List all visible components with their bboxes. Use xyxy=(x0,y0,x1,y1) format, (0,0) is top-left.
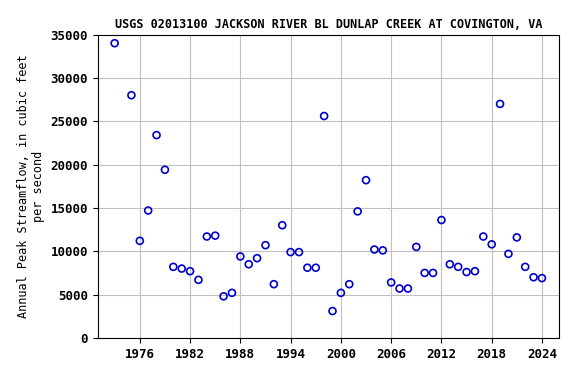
Point xyxy=(336,290,346,296)
Point xyxy=(429,270,438,276)
Point xyxy=(169,264,178,270)
Point xyxy=(344,281,354,287)
Point xyxy=(462,269,471,275)
Point xyxy=(311,265,320,271)
Point xyxy=(269,281,278,287)
Point xyxy=(143,207,153,214)
Point xyxy=(353,208,362,214)
Point xyxy=(185,268,195,274)
Point xyxy=(202,233,211,240)
Point xyxy=(110,40,119,46)
Point xyxy=(471,268,480,274)
Point xyxy=(303,265,312,271)
Point xyxy=(286,249,295,255)
Point xyxy=(529,274,538,280)
Point xyxy=(361,177,370,183)
Point xyxy=(228,290,237,296)
Point xyxy=(236,253,245,260)
Point xyxy=(160,167,169,173)
Point xyxy=(328,308,337,314)
Point xyxy=(395,285,404,291)
Point xyxy=(127,92,136,98)
Point xyxy=(244,261,253,267)
Point xyxy=(211,233,220,239)
Point xyxy=(219,293,228,300)
Point xyxy=(537,275,547,281)
Title: USGS 02013100 JACKSON RIVER BL DUNLAP CREEK AT COVINGTON, VA: USGS 02013100 JACKSON RIVER BL DUNLAP CR… xyxy=(115,18,542,31)
Point xyxy=(386,280,396,286)
Point xyxy=(261,242,270,248)
Point xyxy=(479,233,488,240)
Point xyxy=(194,277,203,283)
Point xyxy=(453,264,463,270)
Point xyxy=(495,101,505,107)
Point xyxy=(412,244,421,250)
Point xyxy=(278,222,287,228)
Point xyxy=(445,261,454,267)
Point xyxy=(370,247,379,253)
Point xyxy=(177,265,186,271)
Point xyxy=(152,132,161,138)
Point xyxy=(135,238,145,244)
Point xyxy=(521,264,530,270)
Point xyxy=(403,285,412,291)
Point xyxy=(294,249,304,255)
Point xyxy=(512,234,521,240)
Point xyxy=(487,241,497,247)
Y-axis label: Annual Peak Streamflow, in cubic feet
per second: Annual Peak Streamflow, in cubic feet pe… xyxy=(17,55,45,318)
Point xyxy=(378,247,388,253)
Point xyxy=(504,251,513,257)
Point xyxy=(437,217,446,223)
Point xyxy=(420,270,429,276)
Point xyxy=(320,113,329,119)
Point xyxy=(252,255,262,261)
